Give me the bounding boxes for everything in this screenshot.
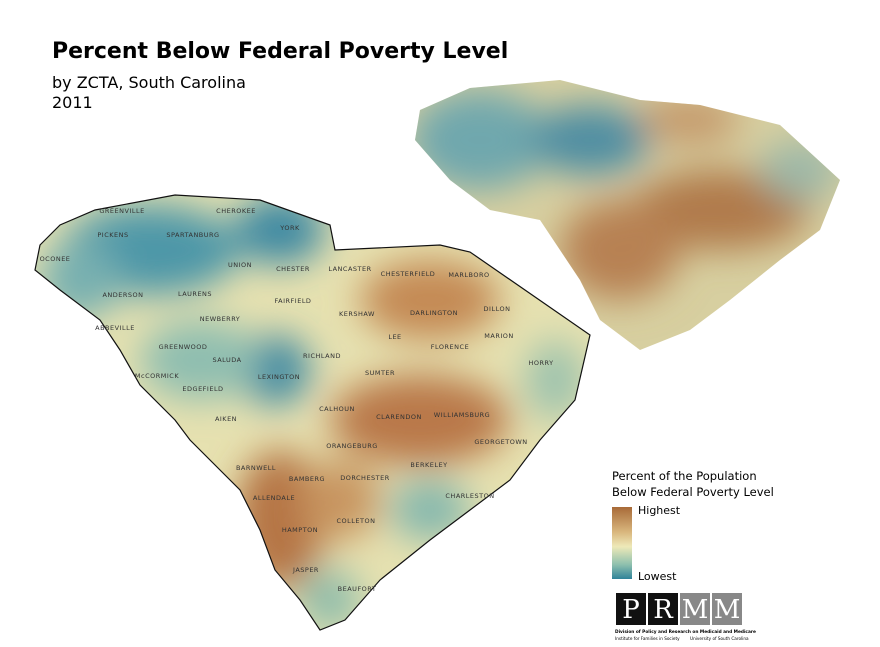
logo-letter: M xyxy=(714,595,741,625)
logo-letter: M xyxy=(682,595,709,625)
logo-box xyxy=(712,593,742,625)
county-label: SPARTANBURG xyxy=(166,231,219,239)
county-label: LEE xyxy=(388,333,401,341)
county-label: BARNWELL xyxy=(236,464,276,472)
county-label: HAMPTON xyxy=(282,526,318,534)
county-label: KERSHAW xyxy=(339,310,375,318)
legend-title: Percent of the Population xyxy=(612,469,757,483)
county-label: ABBEVILLE xyxy=(95,324,135,332)
county-label: COLLETON xyxy=(337,517,376,525)
county-label: YORK xyxy=(279,224,300,232)
county-label: LAURENS xyxy=(178,290,212,298)
county-label: DILLON xyxy=(484,305,511,313)
county-label: LANCASTER xyxy=(328,265,371,273)
county-label: LEXINGTON xyxy=(258,373,300,381)
legend-title: Below Federal Poverty Level xyxy=(612,485,774,499)
county-label: NEWBERRY xyxy=(200,315,241,323)
county-label: DORCHESTER xyxy=(340,474,390,482)
county-label: AIKEN xyxy=(215,415,237,423)
county-label: CALHOUN xyxy=(319,405,355,413)
county-label: UNION xyxy=(228,261,252,269)
county-label: CHESTERFIELD xyxy=(381,270,436,278)
title: Percent Below Federal Poverty Level xyxy=(52,39,508,64)
logo-line: University of South Carolina xyxy=(690,636,749,641)
county-label: GREENVILLE xyxy=(99,207,144,215)
county-label: ORANGEBURG xyxy=(326,442,378,450)
county-label: BERKELEY xyxy=(410,461,447,469)
legend-high: Highest xyxy=(638,504,681,517)
subtitle: by ZCTA, South Carolina xyxy=(52,73,246,92)
county-label: MARION xyxy=(484,332,513,340)
legend-ramp xyxy=(612,507,632,579)
logo-letter: P xyxy=(622,595,640,625)
county-label: HORRY xyxy=(528,359,553,367)
county-label: SALUDA xyxy=(212,356,241,364)
logo-line: Division of Policy and Research on Medic… xyxy=(615,629,756,635)
county-label: MARLBORO xyxy=(448,271,489,279)
logo-line: Institute for Families in Society xyxy=(615,636,680,641)
county-labels: GREENVILLE CHEROKEE PICKENS SPARTANBURG YORK… xyxy=(40,207,553,593)
logo-box xyxy=(616,593,646,625)
logo-box xyxy=(680,593,710,625)
county-label: FAIRFIELD xyxy=(275,297,312,305)
county-label: CLARENDON xyxy=(376,413,422,421)
logo: Division of Policy and Research on Medic… xyxy=(615,593,756,641)
legend-low: Lowest xyxy=(638,570,677,583)
county-label: OCONEE xyxy=(40,255,71,263)
logo-letter: R xyxy=(653,595,674,625)
county-label: McCORMICK xyxy=(135,372,179,380)
county-label: BEAUFORT xyxy=(338,585,377,593)
county-label: BAMBERG xyxy=(289,475,325,483)
county-label: RICHLAND xyxy=(303,352,341,360)
county-label: ALLENDALE xyxy=(253,494,295,502)
county-label: DARLINGTON xyxy=(410,309,458,317)
county-label: GEORGETOWN xyxy=(474,438,527,446)
county-label: ANDERSON xyxy=(102,291,143,299)
county-label: EDGEFIELD xyxy=(182,385,223,393)
county-label: WILLIAMSBURG xyxy=(434,411,490,419)
county-label: CHARLESTON xyxy=(445,492,494,500)
county-label: GREENWOOD xyxy=(159,343,208,351)
year: 2011 xyxy=(52,93,93,112)
logo-box xyxy=(648,593,678,625)
county-label: SUMTER xyxy=(365,369,395,377)
county-label: FLORENCE xyxy=(431,343,469,351)
county-label: CHESTER xyxy=(276,265,310,273)
county-label: JASPER xyxy=(292,566,319,574)
county-label: CHEROKEE xyxy=(216,207,256,215)
county-label: PICKENS xyxy=(97,231,128,239)
